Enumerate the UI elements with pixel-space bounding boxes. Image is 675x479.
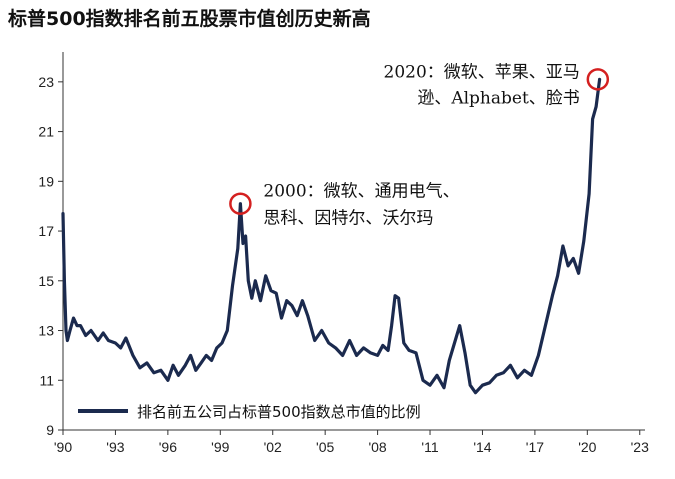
x-tick-label: '02 (264, 439, 282, 455)
highlight-circle (586, 68, 610, 91)
y-axis-ticks: 9 11 13 15 17 19 21 23 (38, 74, 63, 438)
x-tick-label: '20 (578, 439, 596, 455)
series-line (61, 77, 602, 395)
x-tick-label: '17 (526, 439, 544, 455)
legend: 排名前五公司占标普500指数总市值的比例 (78, 403, 421, 421)
annotation-text: 2020：微软、苹果、亚马 (384, 62, 580, 82)
x-tick-label: '08 (368, 439, 386, 455)
y-tick-label: 21 (38, 124, 54, 140)
x-tick-label: '96 (159, 439, 177, 455)
x-tick-label: '05 (316, 439, 334, 455)
y-tick-label: 17 (38, 223, 54, 239)
annotation-text: 逊、Alphabet、脸书 (417, 88, 579, 108)
x-tick-label: '14 (473, 439, 491, 455)
annotation-text: 2000：微软、通用电气、 (263, 182, 459, 202)
x-tick-label: '11 (421, 439, 438, 455)
y-tick-label: 13 (38, 323, 54, 339)
highlight-circle (229, 192, 252, 215)
legend-label: 排名前五公司占标普500指数总市值的比例 (137, 403, 421, 421)
annotations: 2020：微软、苹果、亚马逊、Alphabet、脸书 2000：微软、通用电气、思… (263, 62, 579, 228)
series-layer (61, 77, 602, 395)
y-tick-label: 11 (39, 372, 54, 388)
highlight-markers (229, 68, 610, 215)
x-tick-label: '99 (211, 439, 229, 455)
chart-title: 标普500指数排名前五股票市值创历史新高 (8, 8, 371, 30)
y-tick-label: 23 (38, 74, 54, 90)
x-tick-label: '93 (106, 439, 124, 455)
y-tick-label: 15 (38, 273, 54, 289)
x-tick-label: '90 (54, 439, 72, 455)
y-tick-label: 9 (46, 422, 54, 438)
x-tick-label: '23 (631, 439, 649, 455)
axes (62, 52, 645, 431)
x-axis-ticks: '90 '93 '96 '99 '02 '05 '08 '11 '14 '17 '20 '23 (54, 430, 649, 455)
annotation-text: 思科、因特尔、沃尔玛 (263, 209, 433, 229)
y-tick-label: 19 (38, 173, 54, 189)
